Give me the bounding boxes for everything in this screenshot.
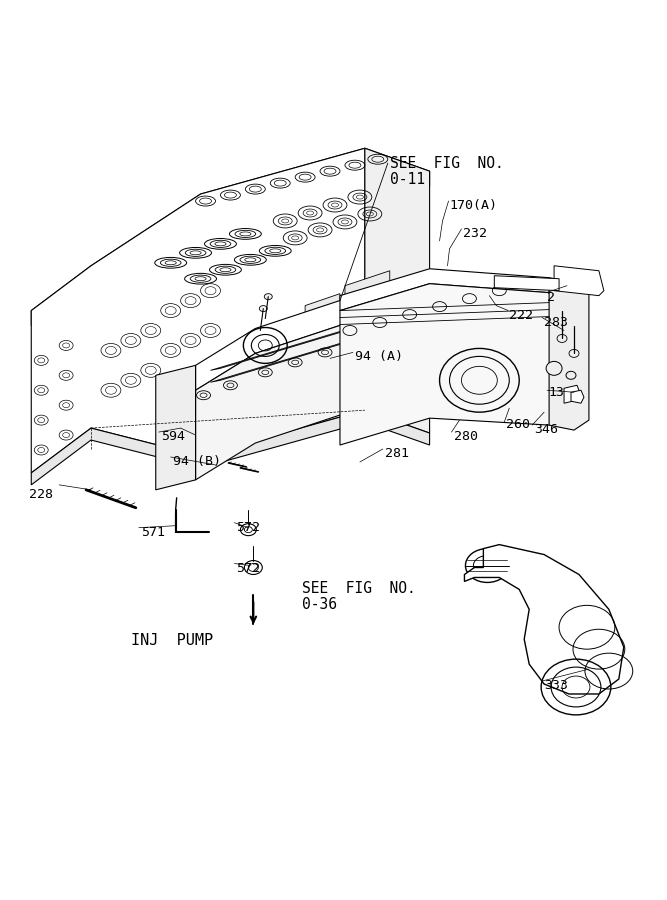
Polygon shape xyxy=(211,338,360,382)
Polygon shape xyxy=(31,410,430,485)
Text: 571: 571 xyxy=(141,526,165,539)
Text: 281: 281 xyxy=(385,447,409,460)
Polygon shape xyxy=(155,365,195,490)
Polygon shape xyxy=(365,148,430,433)
Polygon shape xyxy=(564,385,581,403)
Text: 333: 333 xyxy=(544,679,568,692)
Text: 0-36: 0-36 xyxy=(302,598,337,612)
Polygon shape xyxy=(345,271,390,322)
Polygon shape xyxy=(305,293,340,342)
Ellipse shape xyxy=(240,524,256,536)
Text: 228: 228 xyxy=(29,488,53,500)
Text: 280: 280 xyxy=(454,430,478,443)
Polygon shape xyxy=(31,266,91,326)
Ellipse shape xyxy=(557,335,567,342)
Polygon shape xyxy=(211,327,360,370)
Text: 594: 594 xyxy=(161,430,185,443)
Text: 222: 222 xyxy=(510,309,533,321)
Polygon shape xyxy=(91,148,430,281)
Text: SEE  FIG  NO.: SEE FIG NO. xyxy=(302,581,416,597)
Polygon shape xyxy=(464,544,624,694)
Polygon shape xyxy=(571,391,584,403)
Ellipse shape xyxy=(264,293,272,300)
Polygon shape xyxy=(340,269,554,310)
Text: 232: 232 xyxy=(464,227,488,240)
Polygon shape xyxy=(195,310,430,480)
Polygon shape xyxy=(195,285,430,391)
Ellipse shape xyxy=(546,362,562,375)
Ellipse shape xyxy=(244,561,262,574)
Text: 572: 572 xyxy=(236,562,260,574)
Text: 170(A): 170(A) xyxy=(450,199,498,212)
Text: 0-11: 0-11 xyxy=(390,172,425,187)
Text: 94 (A): 94 (A) xyxy=(355,350,403,364)
Ellipse shape xyxy=(259,306,267,311)
Text: 13: 13 xyxy=(548,386,564,400)
Polygon shape xyxy=(554,266,604,295)
Text: INJ  PUMP: INJ PUMP xyxy=(131,634,213,648)
Text: 572: 572 xyxy=(236,521,260,534)
Text: 94 (B): 94 (B) xyxy=(173,455,221,468)
Text: 2: 2 xyxy=(547,291,555,303)
Polygon shape xyxy=(31,148,365,472)
Text: 346: 346 xyxy=(534,423,558,436)
Text: SEE  FIG  NO.: SEE FIG NO. xyxy=(390,157,504,171)
Text: 283: 283 xyxy=(544,316,568,328)
Text: 260: 260 xyxy=(506,418,530,431)
Ellipse shape xyxy=(569,349,579,357)
Polygon shape xyxy=(340,284,554,445)
Polygon shape xyxy=(549,278,589,430)
Polygon shape xyxy=(494,275,559,291)
